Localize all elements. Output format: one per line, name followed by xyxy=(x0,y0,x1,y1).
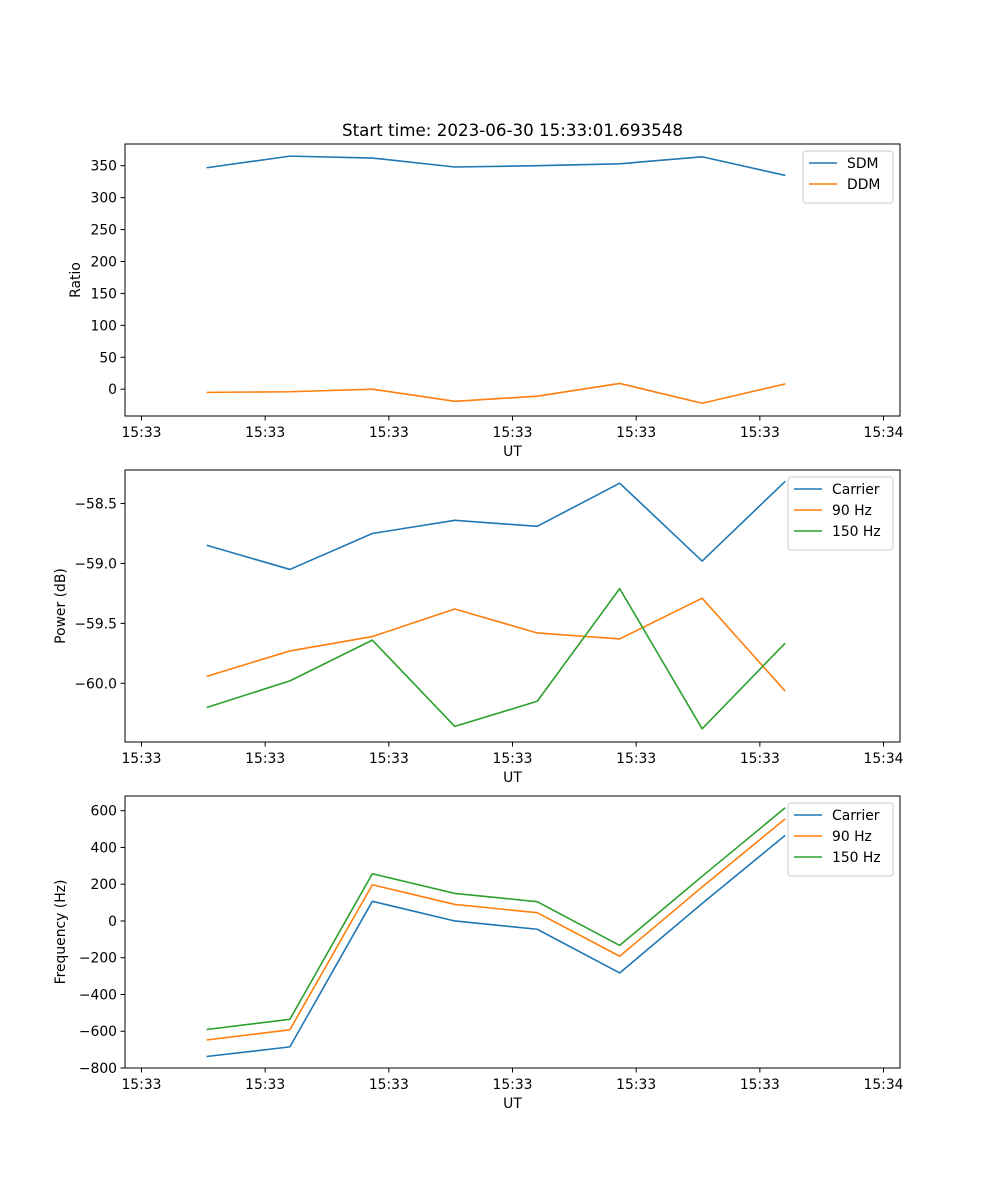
series-line-ddm xyxy=(206,382,786,405)
series-line-150-hz xyxy=(206,587,786,730)
y-tick-label: −59.5 xyxy=(74,616,117,632)
chart-panel-3: 15:33 15:33 15:33 15:33 15:33 15:33 15:34 −800 −… xyxy=(53,795,904,1112)
x-tick-label: 15:33 xyxy=(369,1077,409,1093)
x-tick-label: 15:33 xyxy=(121,425,161,441)
series-line-90-hz xyxy=(206,818,786,1041)
legend-label: SDM xyxy=(847,156,879,172)
x-tick-label: 15:33 xyxy=(245,751,285,767)
x-tick-label: 15:33 xyxy=(245,1077,285,1093)
y-tick-label: 300 xyxy=(90,191,117,207)
y-tick-label: 0 xyxy=(108,914,117,930)
x-tick-label: 15:33 xyxy=(740,751,780,767)
legend: Carrier 90 Hz 150 Hz xyxy=(787,802,894,877)
x-tick-label: 15:34 xyxy=(863,425,903,441)
legend-label: 150 Hz xyxy=(832,524,881,540)
x-tick-label: 15:33 xyxy=(121,1077,161,1093)
x-tick-label: 15:34 xyxy=(863,751,903,767)
y-axis-label: Frequency (Hz) xyxy=(53,880,69,985)
y-tick-label: −58.5 xyxy=(74,497,117,513)
x-tick-label: 15:33 xyxy=(245,425,285,441)
x-tick-label: 15:33 xyxy=(492,425,532,441)
series-line-carrier xyxy=(206,480,786,571)
x-axis-label: UT xyxy=(503,770,522,786)
y-tick-label: −600 xyxy=(79,1024,117,1040)
x-tick-label: 15:33 xyxy=(740,1077,780,1093)
y-axis-label: Ratio xyxy=(68,262,84,298)
legend: Carrier 90 Hz 150 Hz xyxy=(787,476,894,551)
x-tick-label: 15:33 xyxy=(740,425,780,441)
x-tick-label: 15:33 xyxy=(492,1077,532,1093)
y-tick-label: −200 xyxy=(79,951,117,967)
y-tick-label: 600 xyxy=(90,804,117,820)
y-tick-label: 350 xyxy=(90,159,117,175)
x-tick-label: 15:33 xyxy=(369,425,409,441)
y-tick-label: −59.0 xyxy=(74,556,117,572)
x-tick-label: 15:34 xyxy=(863,1077,903,1093)
y-axis-label: Power (dB) xyxy=(53,568,69,644)
y-tick-label: 400 xyxy=(90,840,117,856)
legend-box xyxy=(802,150,894,204)
y-tick-label: 200 xyxy=(90,254,117,270)
series-line-150-hz xyxy=(206,807,786,1031)
legend-label: Carrier xyxy=(832,482,880,498)
legend-label: Carrier xyxy=(832,808,880,824)
x-tick-label: 15:33 xyxy=(616,751,656,767)
legend-label: 90 Hz xyxy=(832,503,872,519)
series-line-sdm xyxy=(206,155,786,177)
chart-panel-2: 15:33 15:33 15:33 15:33 15:33 15:33 15:34 −60.0… xyxy=(53,469,904,786)
x-tick-label: 15:33 xyxy=(616,1077,656,1093)
x-tick-label: 15:33 xyxy=(492,751,532,767)
legend-label: 90 Hz xyxy=(832,829,872,845)
y-tick-label: 100 xyxy=(90,318,117,334)
y-tick-label: 50 xyxy=(99,350,117,366)
legend-label: DDM xyxy=(847,177,880,193)
legend: SDM DDM xyxy=(802,150,894,204)
y-tick-label: −60.0 xyxy=(74,676,117,692)
y-tick-label: 150 xyxy=(90,286,117,302)
legend-label: 150 Hz xyxy=(832,850,881,866)
x-tick-label: 15:33 xyxy=(369,751,409,767)
y-tick-label: −400 xyxy=(79,987,117,1003)
x-tick-label: 15:33 xyxy=(121,751,161,767)
x-tick-label: 15:33 xyxy=(616,425,656,441)
y-tick-label: 250 xyxy=(90,223,117,239)
series-line-carrier xyxy=(206,834,786,1058)
x-axis-label: UT xyxy=(503,444,522,460)
y-tick-label: 200 xyxy=(90,877,117,893)
series-line-90-hz xyxy=(206,597,786,692)
plots: 15:33 15:33 15:33 15:33 15:33 15:33 15:34 0 50 10… xyxy=(53,143,904,1112)
y-tick-label: 0 xyxy=(108,382,117,398)
y-tick-label: −800 xyxy=(79,1061,117,1077)
chart-panel-1: 15:33 15:33 15:33 15:33 15:33 15:33 15:34 0 50 10… xyxy=(68,143,904,460)
x-axis-label: UT xyxy=(503,1096,522,1112)
figure-title: Start time: 2023-06-30 15:33:01.693548 xyxy=(342,120,683,140)
